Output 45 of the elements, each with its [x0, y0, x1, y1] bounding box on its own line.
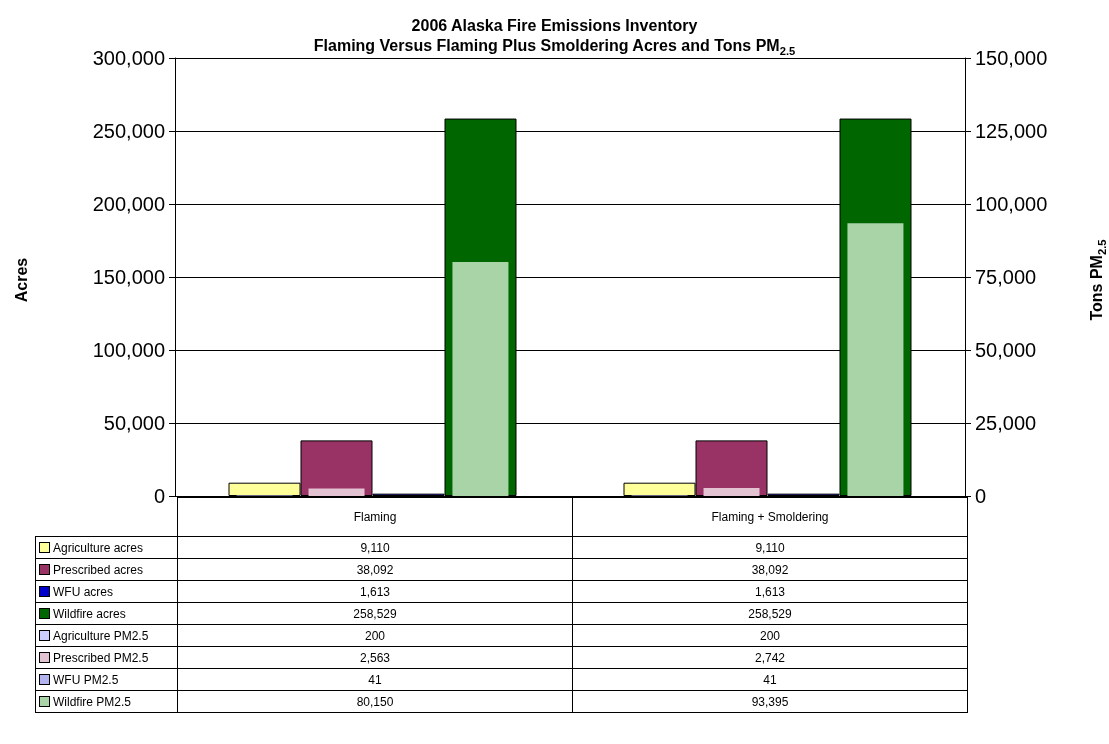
data-label: 9,110: [177, 536, 573, 559]
data-label: 9,110: [572, 536, 968, 559]
chart-title: 2006 Alaska Fire Emissions Inventory: [410, 16, 699, 36]
y-tick-label: 100,000: [92, 339, 165, 361]
legend-label: WFU PM2.5: [35, 668, 178, 691]
legend-label: WFU acres: [35, 580, 178, 603]
y-tick-label: 300,000: [92, 47, 165, 69]
data-label: 2,563: [177, 646, 573, 669]
data-label: 41: [572, 668, 968, 691]
data-label: 2,742: [572, 646, 968, 669]
legend-label: Prescribed PM2.5: [35, 646, 178, 669]
x-tick-label: Flaming + Smoldering: [572, 497, 968, 537]
bar: [308, 488, 365, 496]
data-label: 93,395: [572, 690, 968, 713]
y2-tick-label: 100,000: [975, 193, 1048, 215]
y-tick-label: 150,000: [92, 266, 165, 288]
data-label: 200: [572, 624, 968, 647]
y2-tick-label: 25,000: [975, 412, 1037, 434]
legend-label: Prescribed acres: [35, 558, 178, 581]
data-label: 258,529: [177, 602, 573, 625]
data-label: 1,613: [177, 580, 573, 603]
data-label: 258,529: [572, 602, 968, 625]
data-label: 38,092: [572, 558, 968, 581]
y-tick-label: 0: [153, 485, 165, 507]
y2-tick-label: 50,000: [975, 339, 1037, 361]
x-tick-label: Flaming: [177, 497, 573, 537]
y2-tick-label: 125,000: [975, 120, 1048, 142]
data-label: 80,150: [177, 690, 573, 713]
y2-tick-label: 75,000: [975, 266, 1037, 288]
data-label: 1,613: [572, 580, 968, 603]
legend-label: Agriculture acres: [35, 536, 178, 559]
y-tick-label: 250,000: [92, 120, 165, 142]
y2-tick-label: 0: [975, 485, 987, 507]
legend-label: Wildfire acres: [35, 602, 178, 625]
chart-subtitle: Flaming Versus Flaming Plus Smoldering Acres and Tons PM$_{2.5}$: [313, 37, 796, 58]
legend-label: Wildfire PM2.5: [35, 690, 178, 713]
legend-label: Agriculture PM2.5: [35, 624, 178, 647]
data-label: 200: [177, 624, 573, 647]
y-tick-label: 200,000: [92, 193, 165, 215]
bar: [703, 487, 760, 496]
y-axis-title: Acres: [13, 257, 31, 303]
data-label: 38,092: [177, 558, 573, 581]
y2-tick-label: 150,000: [975, 47, 1048, 69]
y-tick-label: 50,000: [103, 412, 165, 434]
data-label: 41: [177, 668, 573, 691]
